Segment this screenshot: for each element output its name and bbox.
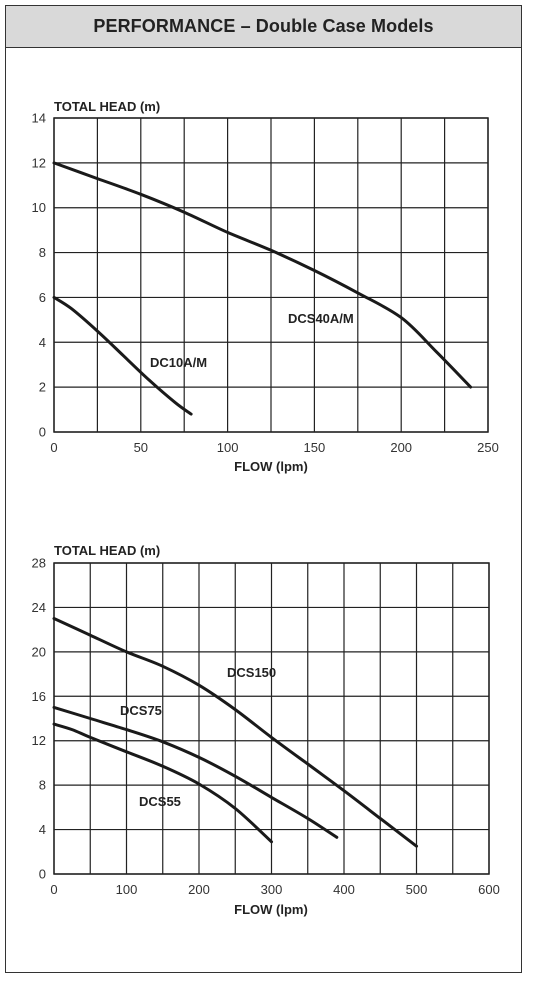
chart-1-ytick-label: 6 (39, 290, 46, 305)
chart-2-series-dcs75-line (52, 705, 339, 839)
chart-2-xtick-label: 300 (261, 882, 283, 897)
chart-2-ytick-label: 16 (32, 689, 46, 704)
chart-2-ylabel: TOTAL HEAD (m) (54, 543, 160, 558)
chart-2-series-dcs150-line (52, 617, 418, 848)
chart-1-xtick-label: 50 (134, 440, 148, 455)
page-title: PERFORMANCE – Double Case Models (93, 16, 434, 36)
chart-2-xtick-label: 400 (333, 882, 355, 897)
chart-2-series-dcs55-label: DCS55 (139, 794, 181, 809)
chart-2-ytick-label: 20 (32, 644, 46, 659)
chart-1-plot-frame (53, 117, 489, 433)
chart-1-ytick-label: 2 (39, 380, 46, 395)
chart-1-xtick-label: 200 (390, 440, 412, 455)
chart-2-xtick-label: 600 (478, 882, 500, 897)
header-bar: PERFORMANCE – Double Case Models (6, 6, 521, 48)
chart-1-ytick-label: 0 (39, 425, 46, 440)
chart-2-series-dcs75-label: DCS75 (120, 703, 162, 718)
chart-1-ylabel: TOTAL HEAD (m) (54, 99, 160, 114)
chart-2-xlabel: FLOW (lpm) (234, 902, 308, 917)
chart-1-xlabel: FLOW (lpm) (234, 459, 308, 474)
chart-2-series-dcs55-line (52, 722, 273, 844)
chart-2-ytick-label: 28 (32, 556, 46, 571)
chart-2-ytick-label: 12 (32, 733, 46, 748)
chart-1-ytick-label: 14 (32, 111, 46, 126)
chart-2-xtick-label: 0 (50, 882, 57, 897)
chart-1-series-dc10a-m-label: DC10A/M (150, 355, 207, 370)
chart-2-ytick-label: 4 (39, 822, 46, 837)
chart-1-ytick-label: 12 (32, 155, 46, 170)
chart-2-series-dcs150-label: DCS150 (227, 665, 276, 680)
chart-2-ytick-label: 8 (39, 778, 46, 793)
chart-2-xtick-label: 500 (406, 882, 428, 897)
chart-2-ytick-label: 24 (32, 600, 46, 615)
chart-1-ytick-label: 8 (39, 245, 46, 260)
chart-1-xtick-label: 150 (304, 440, 326, 455)
chart-2-xtick-label: 200 (188, 882, 210, 897)
chart-panel: PERFORMANCE – Double Case Models (5, 5, 522, 973)
chart-1-ytick-label: 4 (39, 335, 46, 350)
chart-1-xtick-label: 250 (477, 440, 499, 455)
chart-1-xtick-label: 0 (50, 440, 57, 455)
chart-2-xtick-label: 100 (116, 882, 138, 897)
chart-2-ytick-label: 0 (39, 867, 46, 882)
chart-1-series-dcs40a-m-line (52, 161, 473, 389)
chart-1-series-dcs40a-m-label: DCS40A/M (288, 311, 354, 326)
chart-1-ytick-label: 10 (32, 200, 46, 215)
chart-2-plot-frame (53, 562, 490, 875)
chart-1-xtick-label: 100 (217, 440, 239, 455)
chart-1-series-dc10a-m-line (52, 295, 193, 416)
